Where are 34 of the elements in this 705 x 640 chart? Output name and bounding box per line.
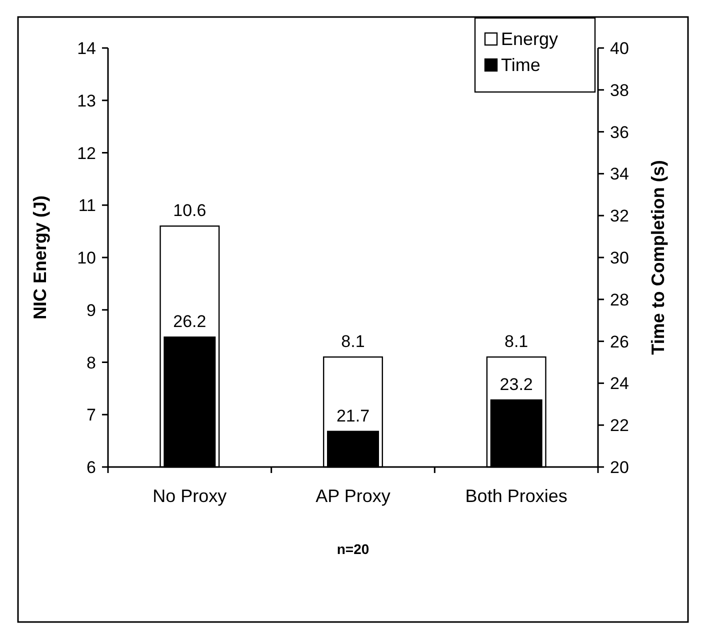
y-tick-label: 8	[86, 353, 96, 372]
y-tick-label: 9	[86, 300, 96, 320]
y2-tick-label: 24	[610, 374, 629, 394]
y2-tick-label: 28	[610, 290, 629, 310]
y2-tick-label: 36	[610, 122, 629, 142]
x-axis-title: n=20	[336, 541, 370, 557]
y2-tick-label: 20	[610, 458, 629, 477]
y-tick-label: 13	[77, 91, 96, 110]
y-tick-label: 11	[78, 196, 96, 216]
x-tick-label: No Proxy	[152, 486, 227, 506]
data-label: 21.7	[336, 406, 370, 426]
data-label: 8.1	[504, 332, 528, 352]
y-tick-label: 7	[86, 406, 96, 425]
legend-label: Energy	[501, 29, 558, 49]
legend-label: Time	[501, 55, 540, 75]
y-tick-label: 14	[77, 39, 96, 58]
y2-axis-title: Time to Completion (s)	[648, 160, 668, 355]
x-tick-label: AP Proxy	[316, 486, 390, 506]
y2-tick-label: 40	[610, 39, 629, 58]
data-label: 10.6	[173, 201, 206, 220]
y2-tick-label: 26	[610, 332, 629, 352]
x-tick-label: Both Proxies	[465, 486, 568, 506]
y-axis-title: NIC Energy (J)	[30, 195, 50, 320]
y2-tick-label: 38	[610, 80, 629, 100]
y-tick-label: 10	[77, 248, 96, 268]
y-tick-label: 12	[77, 144, 96, 163]
data-label: 23.2	[500, 374, 533, 394]
y2-tick-label: 32	[610, 206, 629, 226]
y2-tick-label: 34	[610, 164, 629, 184]
y-tick-label: 6	[86, 458, 96, 477]
y2-tick-label: 30	[610, 248, 629, 268]
y2-tick-label: 22	[610, 416, 629, 436]
data-label: 26.2	[173, 312, 206, 332]
data-label: 8.1	[341, 332, 365, 352]
